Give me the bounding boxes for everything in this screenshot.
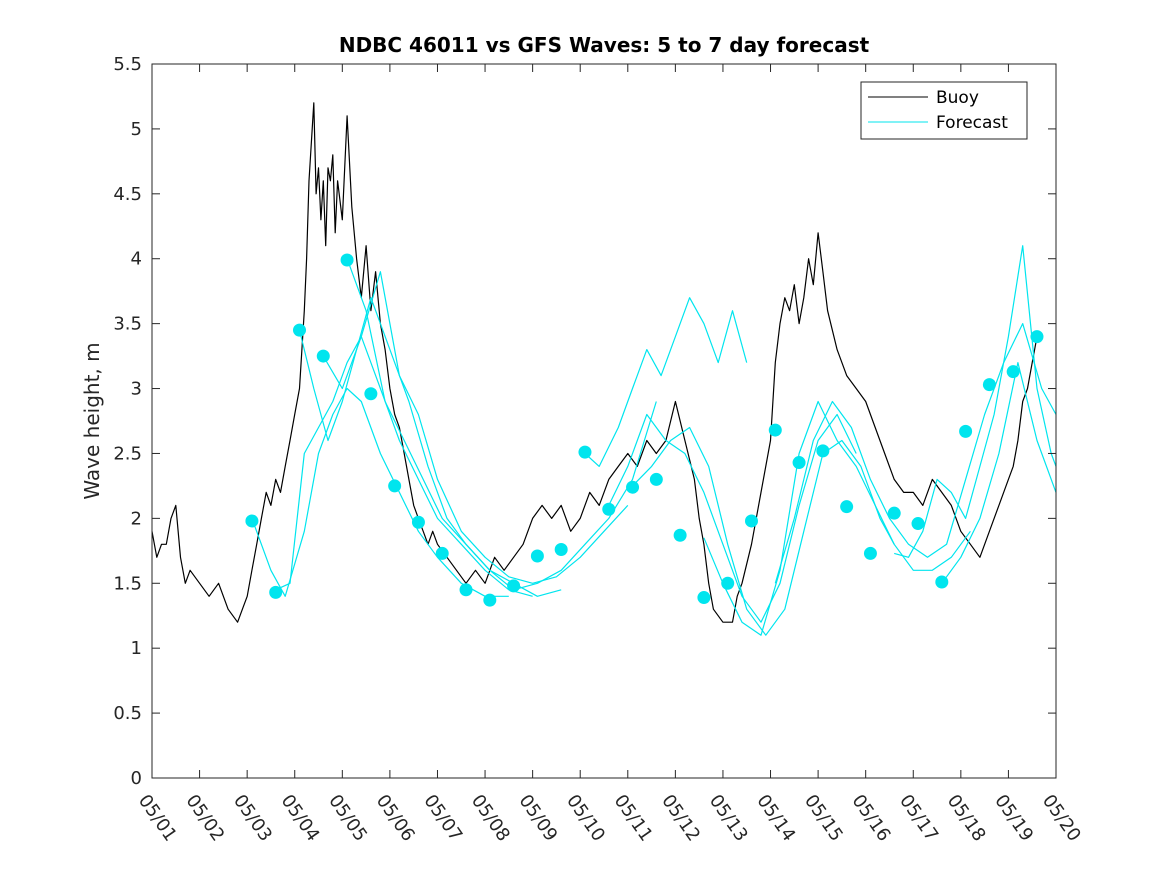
forecast-marker [292,323,306,337]
y-tick-label: 0 [131,768,142,789]
legend-buoy-label: Buoy [936,88,979,108]
forecast-marker [554,543,568,557]
forecast-marker [602,502,616,516]
forecast-line [608,413,857,623]
forecast-line [894,245,1057,558]
forecast-marker [792,456,806,470]
forecast-marker [863,546,877,560]
forecast-marker [959,424,973,438]
forecast-marker [578,445,592,459]
forecast-marker [411,515,425,529]
forecast-marker [1006,365,1020,379]
forecast-marker [649,472,663,486]
forecast-marker [435,546,449,560]
forecast-line [346,258,657,591]
legend-box [860,81,1028,140]
forecast-line [632,426,895,636]
forecast-marker [840,500,854,514]
forecast-marker [483,593,497,607]
y-tick-label: 1 [131,638,142,659]
buoy-series-layer [151,102,1038,623]
forecast-marker [768,423,782,437]
forecast-marker [697,591,711,605]
forecast-marker [340,253,354,267]
forecast-marker [887,506,901,520]
plot-frame [151,63,1057,779]
y-tick-label: 5.5 [113,54,142,75]
y-tick-label: 5 [131,119,142,140]
legend-forecast-label: Forecast [936,113,1008,133]
y-tick-label: 1.5 [113,573,142,594]
forecast-marker [816,444,830,458]
y-axis-ticks: 0 0.5 1 1.5 2 2.5 3 3.5 4 4.5 5 5.5 [113,54,1056,789]
forecast-marker [911,517,925,531]
y-axis-label: Wave height, m [80,342,104,499]
buoy-line [151,102,1038,623]
y-tick-label: 4.5 [113,184,142,205]
forecast-marker [388,479,402,493]
forecast-line [774,323,1057,584]
y-tick-label: 0.5 [113,703,142,724]
forecast-line [703,400,971,636]
y-tick-label: 2.5 [113,443,142,464]
forecast-marker [245,514,259,528]
forecast-marker [507,579,521,593]
chart-title: NDBC 46011 vs GFS Waves: 5 to 7 day fore… [339,33,870,57]
y-tick-label: 4 [131,249,142,270]
forecast-series-layer [251,245,1057,636]
plot-background [152,64,1056,778]
forecast-line [584,297,748,467]
forecast-line [275,336,533,597]
forecast-marker [316,349,330,363]
forecast-marker [269,585,283,599]
forecast-marker-layer [245,253,1044,607]
y-tick-label: 2 [131,508,142,529]
forecast-line [251,387,509,597]
forecast-marker [459,583,473,597]
forecast-marker [721,576,735,590]
forecast-line [941,362,1057,584]
y-tick-label: 3.5 [113,314,142,335]
forecast-line [298,297,562,597]
forecast-marker [982,378,996,392]
forecast-marker [935,575,949,589]
forecast-marker [1030,330,1044,344]
forecast-marker [673,528,687,542]
forecast-line [322,271,629,584]
forecast-marker [364,387,378,401]
plot-area [151,63,1057,779]
forecast-marker [530,549,544,563]
chart-legend: Buoy Forecast [860,81,1028,140]
y-tick-label: 3 [131,379,142,400]
forecast-marker [626,480,640,494]
forecast-marker [744,514,758,528]
